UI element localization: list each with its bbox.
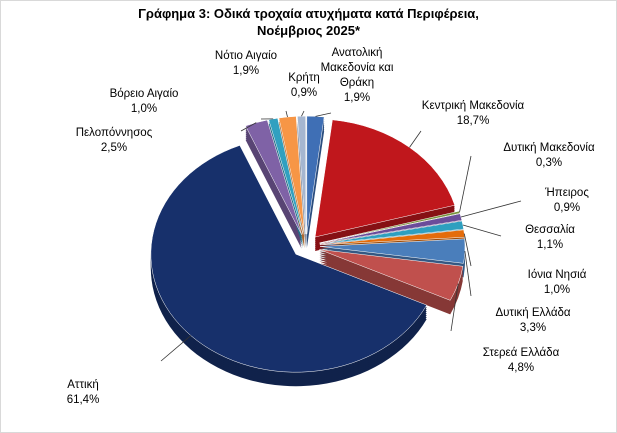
pie-slice (314, 119, 456, 238)
category-label: Κεντρική Μακεδονία (421, 100, 525, 112)
value-label: 1,0% (130, 103, 158, 115)
leader-line (240, 122, 257, 132)
category-label: Κρήτη (288, 72, 320, 84)
value-label: 18,7% (456, 115, 490, 127)
data-label: Βόρειο Αιγαίο 1,0% (89, 87, 199, 117)
leader-line (463, 233, 472, 267)
value-label: 0,9% (553, 202, 581, 214)
pie-slice (245, 119, 302, 235)
leader-line (160, 335, 192, 362)
value-label: 61,4% (66, 394, 100, 406)
data-label: Κεντρική Μακεδονία 18,7% (403, 99, 543, 129)
pie-slice (319, 220, 464, 245)
data-label: Αττική 61,4% (53, 378, 113, 408)
pie-slice (297, 115, 306, 235)
leader-line (464, 251, 472, 297)
data-label: Ήπειρος 0,9% (537, 186, 597, 216)
leader-line (459, 155, 472, 213)
data-label: Δυτική Ελλάδα 3,3% (483, 306, 583, 336)
value-label: 3,3% (519, 322, 547, 334)
leader-line (460, 200, 522, 218)
chart-title: Γράφημα 3: Οδικά τροχαία ατυχήματα κατά … (138, 6, 479, 38)
data-label: Πελοπόννησος 2,5% (59, 126, 169, 156)
leader-line (285, 110, 288, 118)
pie-slice (319, 249, 464, 301)
category-label: Δυτική Μακεδονία (503, 142, 595, 154)
data-label: Κρήτη 0,9% (284, 71, 324, 101)
value-label: 0,9% (290, 87, 318, 99)
value-label: 1,0% (543, 284, 571, 296)
leader-line (315, 112, 332, 117)
value-label: 4,8% (507, 362, 535, 374)
category-label: Αττική (67, 379, 99, 391)
pie-slice (319, 213, 463, 244)
data-label: Νότιο Αιγαίο 1,9% (206, 49, 286, 79)
data-label: Δυτική Μακεδονία 0,3% (489, 141, 609, 171)
pie-slice (306, 115, 325, 235)
data-label: Θεσσαλία 1,1% (510, 223, 590, 253)
value-label: 0,3% (535, 157, 563, 169)
category-label: Πελοπόννησος (75, 127, 153, 139)
category-label: Στερεά Ελλάδα (482, 347, 560, 359)
value-label: 1,1% (536, 239, 564, 251)
category-label: Θεσσαλία (525, 224, 575, 236)
value-label: 2,5% (100, 142, 128, 154)
category-label: Δυτική Ελλάδα (495, 307, 571, 319)
data-label: Ιόνια Νησιά 1,0% (512, 268, 602, 298)
category-label: Βόρειο Αιγαίο (109, 88, 179, 100)
value-label: 1,9% (232, 65, 260, 77)
pie-slice (319, 210, 461, 244)
category-label: Ιόνια Νησιά (527, 269, 587, 281)
data-label: Ανατολική Μακεδονία και Θράκη 1,9% (309, 46, 405, 106)
leader-line (450, 283, 459, 332)
value-label: 1,9% (343, 92, 371, 104)
pie-slice (278, 116, 305, 235)
leader-line (462, 224, 502, 237)
leader-line (409, 130, 422, 148)
leader-line (301, 110, 305, 117)
category-label: Ήπειρος (545, 187, 589, 199)
slice-side (268, 122, 304, 239)
data-label: Στερεά Ελλάδα 4,8% (471, 346, 571, 376)
category-label: Ανατολική Μακεδονία και Θράκη (320, 47, 394, 89)
category-label: Νότιο Αιγαίο (214, 50, 278, 62)
pie-slice (150, 145, 428, 373)
